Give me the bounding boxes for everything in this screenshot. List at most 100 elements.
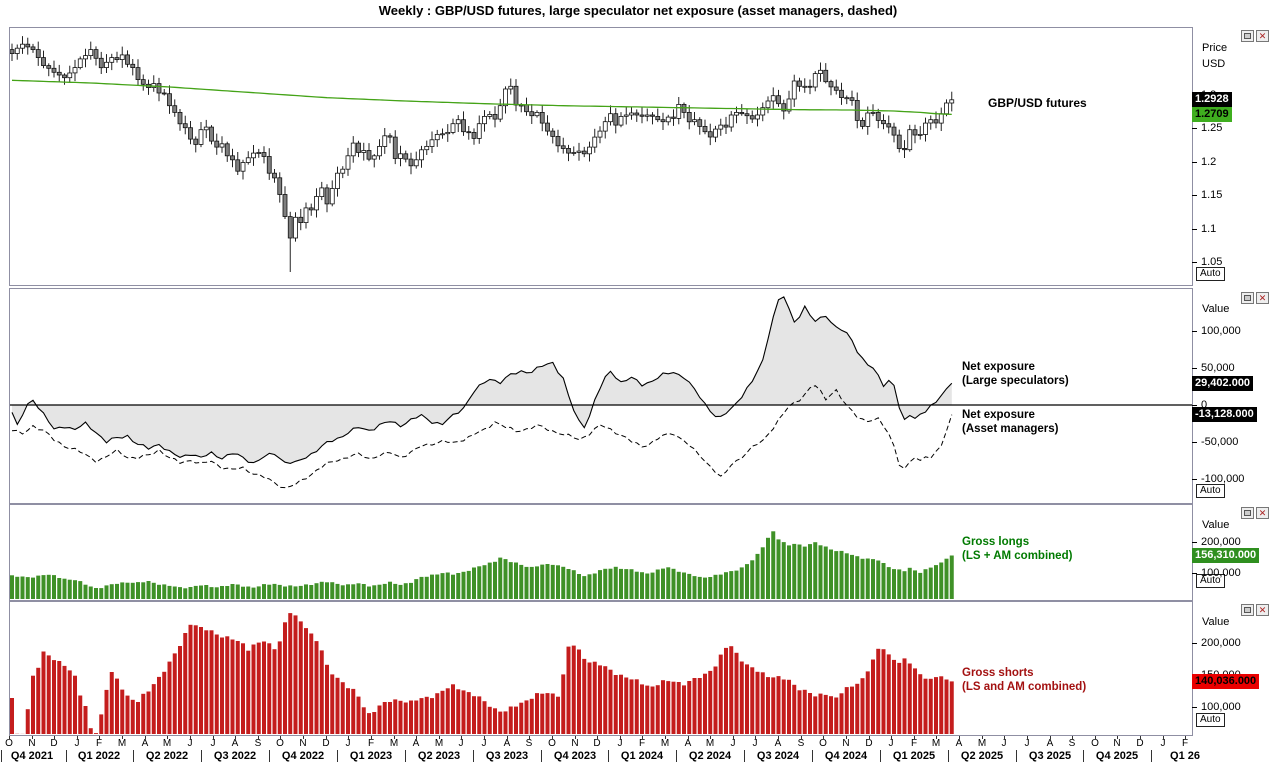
last-value-box: 29,402.000 [1192, 376, 1254, 391]
month-tick [1117, 736, 1118, 739]
close-icon[interactable]: ✕ [1256, 30, 1269, 42]
tick-text: 100,000 [1201, 567, 1241, 579]
restore-icon[interactable] [1241, 30, 1254, 42]
month-label: J [1001, 738, 1007, 749]
month-label: J [888, 738, 894, 749]
month-tick [326, 736, 327, 739]
month-tick [710, 736, 711, 739]
tick-text: 0 [1201, 399, 1208, 411]
quarter-label: Q4 2024 [824, 750, 868, 762]
month-tick [77, 736, 78, 739]
gross-shorts-panel [9, 601, 1193, 736]
month-label: D [593, 738, 601, 749]
gross-longs-panel-plot[interactable] [10, 505, 1192, 600]
month-tick [1050, 736, 1051, 739]
axis-tick-label: 200,000 [1192, 636, 1241, 650]
auto-scale-button-shorts[interactable]: Auto [1196, 713, 1225, 727]
restore-icon[interactable] [1241, 604, 1254, 616]
net-am-series-label: Net exposure (Asset managers) [962, 408, 1059, 436]
close-icon[interactable]: ✕ [1256, 604, 1269, 616]
net-axis-title: Value [1202, 303, 1230, 315]
month-label: D [865, 738, 873, 749]
quarter-separator [405, 750, 406, 762]
quarter-separator [608, 750, 609, 762]
label-line: Net exposure [962, 409, 1035, 421]
month-tick [914, 736, 915, 739]
tick-text: 1.05 [1201, 256, 1223, 268]
label-line: (Large speculators) [962, 375, 1069, 387]
quarter-separator [1016, 750, 1017, 762]
month-tick [801, 736, 802, 739]
restore-icon[interactable] [1241, 507, 1254, 519]
month-tick [394, 736, 395, 739]
quarter-separator [201, 750, 202, 762]
axis-tick-label: 100,000 [1192, 324, 1241, 338]
price-panel-plot[interactable] [10, 28, 1192, 285]
month-label: J [481, 738, 487, 749]
month-label: M [162, 738, 172, 749]
quarter-label: Q4 2022 [281, 750, 325, 762]
quarter-separator [1151, 750, 1152, 762]
month-tick [303, 736, 304, 739]
month-tick [167, 736, 168, 739]
month-label: A [503, 738, 511, 749]
tick-text: 100,000 [1201, 325, 1241, 337]
quarter-label: Q1 26 [1170, 750, 1200, 762]
chart-title: Weekly : GBP/USD futures, large speculat… [378, 3, 898, 18]
tick-text: 200,000 [1201, 637, 1241, 649]
month-tick [778, 736, 779, 739]
restore-icon[interactable] [1241, 292, 1254, 304]
month-label: O [819, 738, 827, 749]
axis-tick-label: -50,000 [1192, 435, 1238, 449]
close-icon[interactable]: ✕ [1256, 507, 1269, 519]
month-label: M [389, 738, 399, 749]
quarter-separator [473, 750, 474, 762]
month-label: J [1160, 738, 1166, 749]
quarter-label: Q2 2023 [417, 750, 461, 762]
month-label: M [434, 738, 444, 749]
gross-longs-series-label: Gross longs (LS + AM combined) [962, 535, 1072, 563]
month-label: F [638, 738, 646, 749]
month-tick [190, 736, 191, 739]
quarter-label: Q1 2025 [892, 750, 936, 762]
tick-mark [1192, 404, 1197, 406]
auto-scale-button-price[interactable]: Auto [1196, 267, 1225, 281]
month-tick [733, 736, 734, 739]
shorts-axis-title: Value [1202, 616, 1230, 628]
quarter-separator [812, 750, 813, 762]
month-tick [597, 736, 598, 739]
longs-axis-title: Value [1202, 519, 1230, 531]
month-tick [280, 736, 281, 739]
month-label: J [210, 738, 216, 749]
month-label: O [5, 738, 13, 749]
auto-scale-button-net[interactable]: Auto [1196, 484, 1225, 498]
month-label: F [1181, 738, 1189, 749]
gross-longs-panel [9, 504, 1193, 601]
month-label: J [617, 738, 623, 749]
label-line: (LS and AM combined) [962, 681, 1087, 693]
month-tick [122, 736, 123, 739]
month-label: J [187, 738, 193, 749]
net-exposure-panel-plot[interactable] [10, 289, 1192, 503]
month-tick [959, 736, 960, 739]
month-tick [1095, 736, 1096, 739]
month-label: F [95, 738, 103, 749]
tick-mark [1192, 127, 1197, 129]
month-tick [982, 736, 983, 739]
axis-tick-label: 1.15 [1192, 188, 1222, 202]
month-label: M [660, 738, 670, 749]
close-icon[interactable]: ✕ [1256, 292, 1269, 304]
month-label: M [705, 738, 715, 749]
tick-text: -100,000 [1201, 473, 1245, 485]
month-tick [552, 736, 553, 739]
quarter-separator [66, 750, 67, 762]
month-label: A [684, 738, 692, 749]
month-tick [869, 736, 870, 739]
axis-tick-label: 100,000 [1192, 700, 1241, 714]
axis-tick-label: 0 [1192, 398, 1207, 412]
gross-shorts-panel-plot[interactable] [10, 602, 1192, 735]
month-tick [145, 736, 146, 739]
month-tick [461, 736, 462, 739]
tick-mark [1192, 330, 1197, 332]
auto-scale-button-longs[interactable]: Auto [1196, 574, 1225, 588]
